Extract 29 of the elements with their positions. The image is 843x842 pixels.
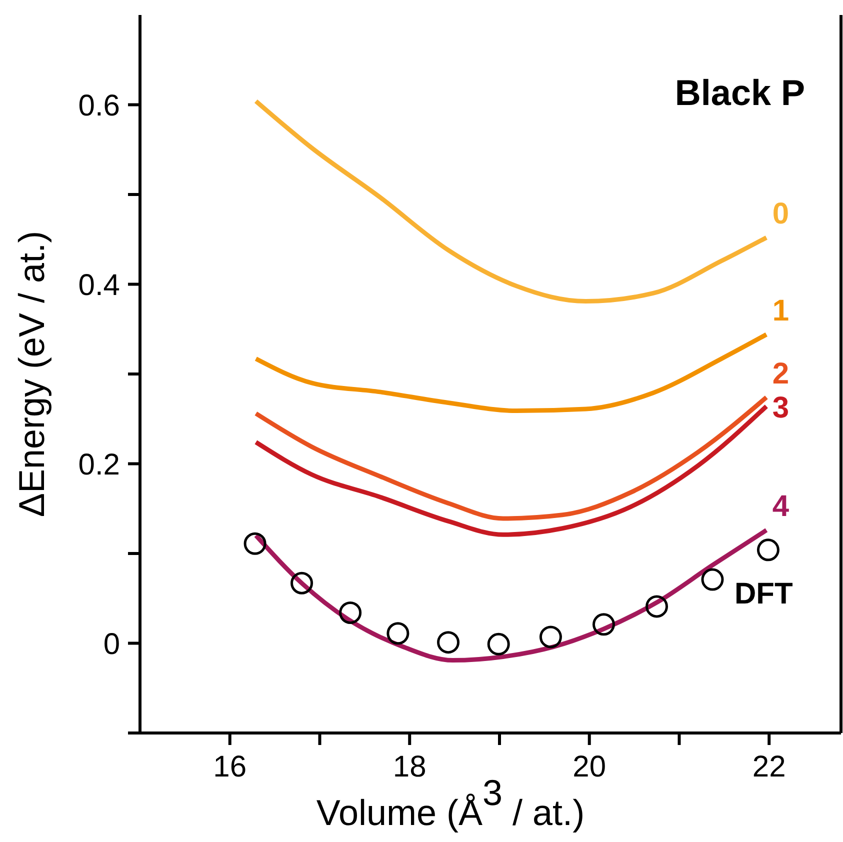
series-label: DFT: [734, 577, 793, 610]
point: [539, 626, 562, 648]
text: Black P: [674, 72, 805, 113]
point: [244, 532, 266, 555]
point: [701, 568, 724, 591]
y-axis-title: ΔEnergy (eV / at.): [11, 230, 52, 518]
series-label: 1: [772, 294, 790, 328]
line-series: [254, 395, 769, 521]
y-tick-label: 0: [103, 628, 120, 661]
point: [290, 572, 314, 594]
line-series: [254, 404, 769, 537]
y-tick-label: 0.4: [78, 268, 120, 302]
point: [386, 622, 410, 645]
series-label: 0: [772, 198, 790, 231]
series-label: 2: [772, 357, 790, 390]
series-label: 3: [772, 391, 790, 424]
x-tick-label: 20: [572, 750, 606, 784]
x-tick-label: 16: [213, 750, 247, 784]
y-tick-label: 0.6: [78, 89, 120, 122]
x-tick-label: 22: [752, 750, 786, 784]
point: [646, 595, 668, 618]
y-tick-label: 0.2: [78, 448, 120, 482]
point: [592, 613, 615, 636]
point: [339, 601, 362, 624]
series-label: 4: [772, 490, 790, 524]
point: [756, 538, 780, 562]
point: [487, 632, 510, 656]
point: [437, 631, 460, 654]
line-series: [254, 332, 769, 414]
